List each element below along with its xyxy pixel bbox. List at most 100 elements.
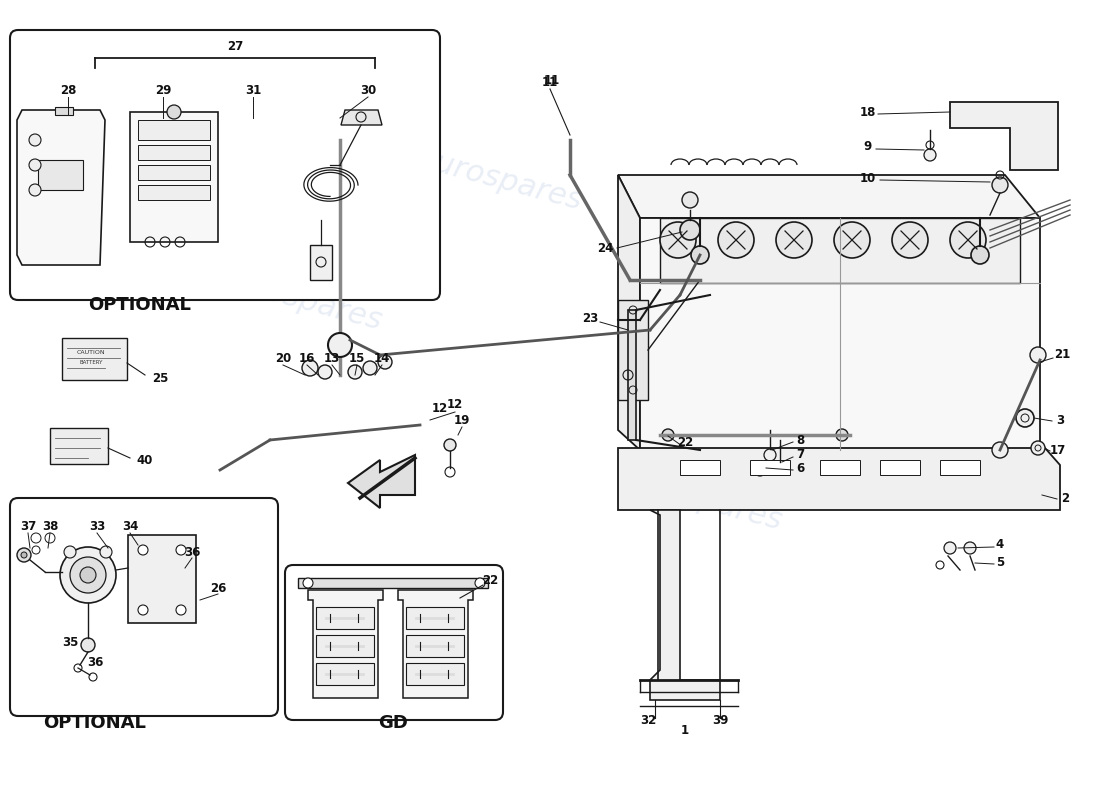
Circle shape [302, 578, 313, 588]
Text: eurospares: eurospares [214, 264, 386, 336]
Circle shape [754, 464, 766, 476]
Circle shape [444, 439, 456, 451]
Text: 33: 33 [89, 519, 106, 533]
Circle shape [1031, 441, 1045, 455]
Text: 27: 27 [227, 41, 243, 54]
Text: 37: 37 [20, 519, 36, 533]
Circle shape [834, 222, 870, 258]
Text: 23: 23 [582, 311, 598, 325]
Circle shape [680, 220, 700, 240]
Circle shape [944, 542, 956, 554]
Text: 7: 7 [796, 449, 804, 462]
Text: 29: 29 [155, 83, 172, 97]
Circle shape [992, 442, 1008, 458]
Circle shape [475, 578, 485, 588]
Text: 31: 31 [245, 83, 261, 97]
Text: 1: 1 [681, 723, 689, 737]
Circle shape [776, 222, 812, 258]
Polygon shape [341, 110, 382, 125]
Circle shape [992, 177, 1008, 193]
Text: OPTIONAL: OPTIONAL [89, 296, 191, 314]
Text: eurospares: eurospares [714, 314, 886, 386]
Circle shape [924, 149, 936, 161]
Bar [62, 338, 126, 380]
Text: 20: 20 [275, 351, 292, 365]
Text: 14: 14 [374, 351, 390, 365]
Bar [640, 218, 1040, 450]
Circle shape [16, 548, 31, 562]
Circle shape [363, 361, 377, 375]
Bar [55, 107, 73, 115]
Bar [138, 165, 210, 180]
Text: 36: 36 [87, 655, 103, 669]
Text: 9: 9 [864, 141, 872, 154]
Circle shape [100, 546, 112, 558]
Text: 39: 39 [712, 714, 728, 726]
Circle shape [302, 360, 318, 376]
Text: 22: 22 [482, 574, 498, 586]
Circle shape [718, 222, 754, 258]
Circle shape [29, 134, 41, 146]
Text: 8: 8 [796, 434, 804, 446]
Circle shape [836, 429, 848, 441]
Text: 32: 32 [640, 714, 656, 726]
Bar [316, 635, 374, 657]
Polygon shape [398, 590, 473, 698]
Text: 40: 40 [136, 454, 153, 466]
Circle shape [138, 605, 148, 615]
Circle shape [660, 222, 696, 258]
Text: 34: 34 [122, 519, 139, 533]
Text: 2: 2 [1060, 491, 1069, 505]
Text: 11: 11 [542, 75, 558, 89]
Polygon shape [16, 110, 104, 265]
Circle shape [21, 552, 28, 558]
Circle shape [29, 184, 41, 196]
Circle shape [328, 333, 352, 357]
Text: GD: GD [378, 714, 408, 732]
Circle shape [29, 159, 41, 171]
Text: 12: 12 [447, 398, 463, 411]
Bar [138, 185, 210, 200]
Text: eurospares: eurospares [414, 144, 586, 216]
Bar [128, 535, 196, 623]
Circle shape [691, 246, 710, 264]
Bar [138, 120, 210, 140]
Circle shape [70, 557, 106, 593]
Text: 22: 22 [676, 435, 693, 449]
Text: 19: 19 [454, 414, 470, 426]
Text: 13: 13 [323, 351, 340, 365]
Polygon shape [618, 448, 1060, 510]
Circle shape [1016, 409, 1034, 427]
Polygon shape [618, 175, 1040, 218]
Text: 12: 12 [432, 402, 448, 414]
Text: 38: 38 [42, 519, 58, 533]
Circle shape [80, 567, 96, 583]
Bar [316, 607, 374, 629]
Text: 4: 4 [996, 538, 1004, 551]
Circle shape [318, 365, 332, 379]
Polygon shape [618, 175, 640, 450]
Circle shape [774, 462, 786, 474]
Text: 15: 15 [349, 351, 365, 365]
Bar [406, 663, 464, 685]
Text: 35: 35 [62, 635, 78, 649]
Text: 36: 36 [184, 546, 200, 558]
Bar [680, 460, 720, 475]
Circle shape [682, 192, 698, 208]
Bar [406, 635, 464, 657]
Text: 28: 28 [59, 83, 76, 97]
Text: eurospares: eurospares [614, 464, 786, 536]
Polygon shape [348, 455, 415, 508]
Text: 17: 17 [1049, 443, 1066, 457]
Bar [138, 145, 210, 160]
FancyBboxPatch shape [285, 565, 503, 720]
Text: 25: 25 [152, 371, 168, 385]
Text: 26: 26 [210, 582, 227, 594]
Bar [310, 245, 332, 280]
Circle shape [892, 222, 928, 258]
Text: CAUTION: CAUTION [77, 350, 106, 355]
Bar [940, 460, 980, 475]
Text: 10: 10 [860, 171, 876, 185]
Bar [406, 607, 464, 629]
Polygon shape [950, 102, 1058, 170]
